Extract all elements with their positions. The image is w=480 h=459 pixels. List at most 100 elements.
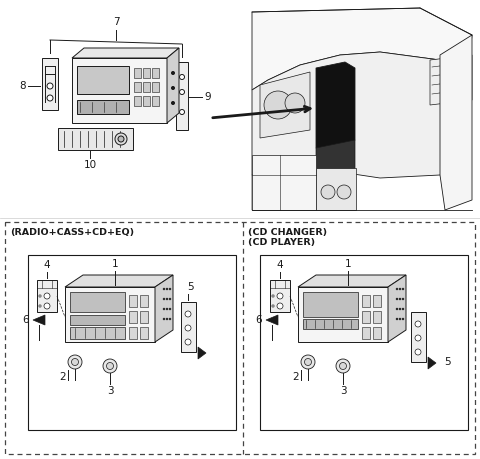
Circle shape xyxy=(185,325,191,331)
Polygon shape xyxy=(316,140,355,175)
Text: 8: 8 xyxy=(19,81,26,91)
Circle shape xyxy=(44,293,50,299)
Polygon shape xyxy=(252,8,472,90)
Polygon shape xyxy=(430,55,472,105)
Bar xyxy=(70,327,125,339)
Text: 10: 10 xyxy=(84,160,96,170)
Text: 3: 3 xyxy=(107,386,113,396)
Circle shape xyxy=(277,303,283,309)
Text: 2: 2 xyxy=(60,372,66,382)
Polygon shape xyxy=(260,72,310,138)
Bar xyxy=(129,295,137,307)
Circle shape xyxy=(415,349,421,355)
Bar xyxy=(411,312,426,362)
Circle shape xyxy=(402,308,404,310)
Bar xyxy=(65,287,155,342)
Circle shape xyxy=(402,288,404,290)
Bar xyxy=(77,100,129,114)
Polygon shape xyxy=(65,275,173,287)
Polygon shape xyxy=(316,62,355,148)
Circle shape xyxy=(44,303,50,309)
Circle shape xyxy=(107,363,113,369)
Circle shape xyxy=(301,355,315,369)
Bar xyxy=(303,319,358,329)
Circle shape xyxy=(171,72,175,74)
Text: 5: 5 xyxy=(187,282,193,292)
Bar xyxy=(362,311,370,323)
Bar xyxy=(270,280,290,312)
Polygon shape xyxy=(388,275,406,342)
Bar xyxy=(143,82,150,92)
Circle shape xyxy=(169,308,171,310)
Text: 5: 5 xyxy=(444,357,451,367)
Circle shape xyxy=(118,136,124,142)
Circle shape xyxy=(272,295,275,297)
Bar xyxy=(373,295,381,307)
Bar xyxy=(58,128,133,150)
Text: (CD PLAYER): (CD PLAYER) xyxy=(248,238,315,247)
Bar xyxy=(28,255,236,430)
Text: 7: 7 xyxy=(113,17,120,27)
Circle shape xyxy=(47,83,53,89)
Bar xyxy=(134,68,141,78)
Bar xyxy=(373,311,381,323)
Bar xyxy=(152,68,159,78)
Bar xyxy=(152,96,159,106)
Circle shape xyxy=(399,288,401,290)
Circle shape xyxy=(103,359,117,373)
Text: 1: 1 xyxy=(112,259,118,269)
Circle shape xyxy=(166,308,168,310)
Circle shape xyxy=(339,363,347,369)
Circle shape xyxy=(166,288,168,290)
Text: 2: 2 xyxy=(293,372,300,382)
Text: 6: 6 xyxy=(255,315,262,325)
Circle shape xyxy=(185,339,191,345)
Bar xyxy=(260,255,468,430)
Circle shape xyxy=(402,318,404,320)
Circle shape xyxy=(304,358,312,365)
Bar xyxy=(140,295,148,307)
Text: 3: 3 xyxy=(340,386,346,396)
Polygon shape xyxy=(33,315,45,325)
Bar xyxy=(129,327,137,339)
Bar xyxy=(134,82,141,92)
Text: 9: 9 xyxy=(204,92,211,102)
Circle shape xyxy=(72,358,79,365)
Circle shape xyxy=(415,321,421,327)
Polygon shape xyxy=(155,275,173,342)
Circle shape xyxy=(38,295,41,297)
Circle shape xyxy=(68,355,82,369)
Bar xyxy=(298,287,388,342)
Bar xyxy=(181,302,196,352)
Bar xyxy=(152,82,159,92)
Polygon shape xyxy=(198,347,206,359)
Circle shape xyxy=(169,298,171,300)
Circle shape xyxy=(38,304,41,308)
Text: (RADIO+CASS+CD+EQ): (RADIO+CASS+CD+EQ) xyxy=(10,228,134,237)
Circle shape xyxy=(166,318,168,320)
Circle shape xyxy=(396,318,398,320)
Bar xyxy=(134,96,141,106)
Circle shape xyxy=(180,90,184,95)
Circle shape xyxy=(396,298,398,300)
Circle shape xyxy=(399,298,401,300)
Circle shape xyxy=(166,298,168,300)
Circle shape xyxy=(415,335,421,341)
Circle shape xyxy=(285,93,305,113)
Circle shape xyxy=(277,293,283,299)
Polygon shape xyxy=(252,168,316,210)
Circle shape xyxy=(185,311,191,317)
Polygon shape xyxy=(167,48,179,123)
Circle shape xyxy=(180,74,184,79)
Circle shape xyxy=(180,110,184,114)
Bar xyxy=(77,66,129,94)
Circle shape xyxy=(336,359,350,373)
Polygon shape xyxy=(252,155,316,210)
Polygon shape xyxy=(252,52,470,178)
Circle shape xyxy=(163,298,165,300)
Bar xyxy=(143,68,150,78)
Text: 4: 4 xyxy=(276,260,283,270)
Circle shape xyxy=(169,318,171,320)
Polygon shape xyxy=(428,357,436,369)
Bar xyxy=(72,58,167,123)
